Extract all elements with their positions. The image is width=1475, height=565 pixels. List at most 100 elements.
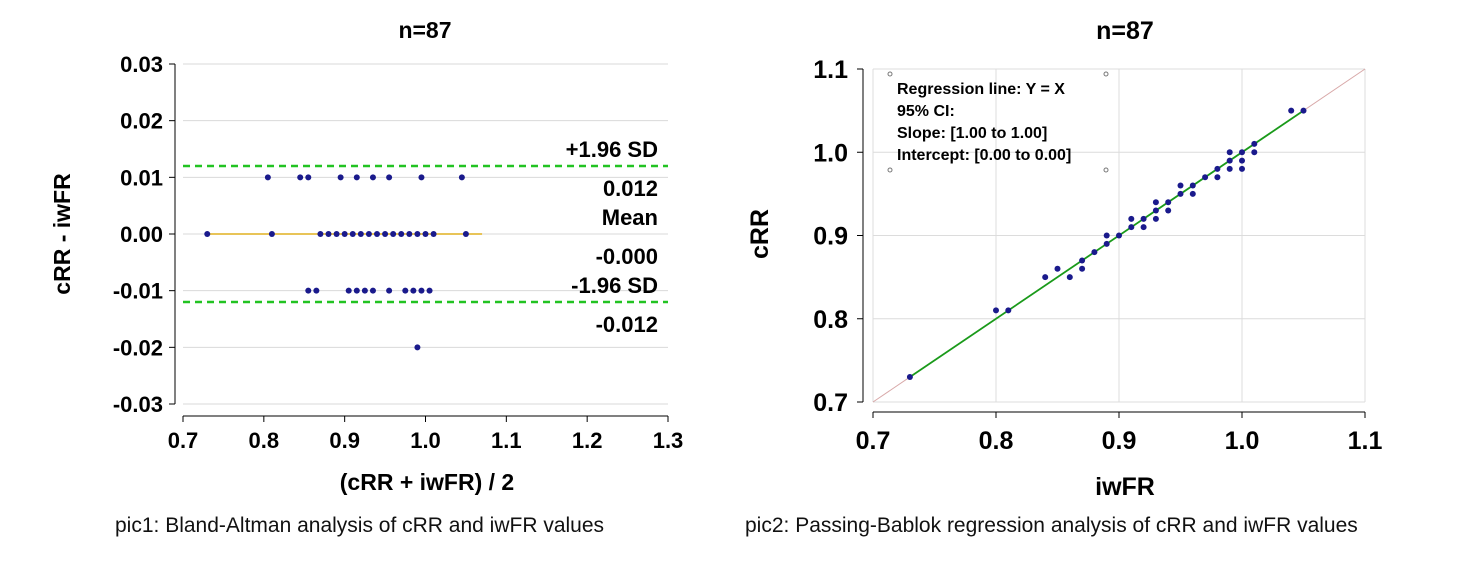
data-point xyxy=(365,231,372,237)
x-tick-label: 0.7 xyxy=(856,427,891,455)
x-tick-label: 0.8 xyxy=(249,428,280,453)
data-point xyxy=(1239,165,1245,172)
data-point xyxy=(414,344,421,351)
data-point xyxy=(204,231,211,237)
data-point xyxy=(1005,307,1012,314)
data-point xyxy=(1079,265,1086,272)
data-point xyxy=(1226,149,1233,156)
data-point xyxy=(1128,224,1135,231)
data-point xyxy=(1251,149,1258,156)
y-tick-label: 0.8 xyxy=(813,306,848,334)
annotation-line: Regression line: Y = X xyxy=(897,81,1065,98)
y-tick-label: 0.00 xyxy=(120,222,163,247)
data-point xyxy=(268,231,275,237)
y-tick-label: 0.03 xyxy=(120,52,163,77)
x-tick-label: 1.1 xyxy=(1348,427,1383,455)
data-point xyxy=(406,231,413,237)
passing-bablok-panel: 1.1 1.0 0.9 0.8 0.7 0.7 0.8 0.9 1.0 1.1 Regression… xyxy=(735,0,1475,565)
reference-value: -0.000 xyxy=(596,244,658,269)
data-point xyxy=(353,287,360,294)
data-point xyxy=(1140,215,1147,222)
passing-bablok-caption: pic2: Passing-Bablok regression analysis… xyxy=(745,514,1358,537)
data-point xyxy=(426,287,433,294)
data-point xyxy=(297,174,304,181)
data-point xyxy=(369,287,376,294)
data-point xyxy=(1214,174,1221,181)
data-point xyxy=(1152,199,1159,206)
x-tick-label: 0.7 xyxy=(168,428,199,453)
data-point xyxy=(313,287,320,294)
annotation-line: Slope: [1.00 to 1.00] xyxy=(897,125,1047,142)
data-point xyxy=(418,174,425,181)
data-point xyxy=(418,287,425,294)
data-point xyxy=(337,174,344,181)
data-point xyxy=(1165,207,1172,214)
data-point xyxy=(361,287,368,294)
chart-title: n=87 xyxy=(398,17,451,43)
data-point xyxy=(1152,207,1159,214)
data-point xyxy=(349,231,356,237)
x-tick-label: 1.0 xyxy=(410,428,441,453)
data-point xyxy=(1042,274,1049,281)
data-point xyxy=(390,231,397,237)
data-point xyxy=(1177,182,1184,189)
data-point xyxy=(1239,157,1245,164)
y-tick-label: 0.01 xyxy=(120,165,163,190)
annotation-handle xyxy=(1103,167,1109,173)
reference-label: -1.96 SD xyxy=(571,273,658,298)
annotation-handle xyxy=(1103,71,1109,77)
data-point xyxy=(1066,274,1073,281)
annotation-line: Intercept: [0.00 to 0.00] xyxy=(897,147,1071,164)
bland-altman-chart: 0.03 0.02 0.01 0.00 -0.01 -0.02 -0.030.7 0.8 0.9… xyxy=(49,17,684,495)
y-tick-label: -0.03 xyxy=(113,392,163,417)
data-point xyxy=(462,231,469,237)
y-tick-label: 1.1 xyxy=(813,56,848,84)
data-point xyxy=(906,374,913,381)
data-point xyxy=(414,231,421,237)
x-axis-label: (cRR + iwFR) / 2 xyxy=(340,469,514,495)
data-point xyxy=(305,174,312,181)
data-point xyxy=(1214,165,1221,172)
y-tick-label: 1.0 xyxy=(813,139,848,167)
data-point xyxy=(1116,232,1122,239)
data-point xyxy=(264,174,271,181)
data-point xyxy=(386,287,393,294)
data-point xyxy=(353,174,360,181)
y-tick-label: -0.01 xyxy=(113,279,163,304)
data-point xyxy=(1202,174,1209,181)
y-axis-label: cRR xyxy=(746,209,774,259)
x-tick-label: 1.3 xyxy=(653,428,684,453)
reference-label: Mean xyxy=(602,205,658,230)
data-point xyxy=(402,287,409,294)
chart-title: n=87 xyxy=(1096,17,1154,45)
y-tick-label: 0.02 xyxy=(120,109,163,134)
data-point xyxy=(357,231,364,237)
data-point xyxy=(1091,249,1098,256)
bland-altman-panel: 0.03 0.02 0.01 0.00 -0.01 -0.02 -0.03 0.7 0.8 0.9… xyxy=(0,0,735,565)
data-point xyxy=(382,231,389,237)
data-point xyxy=(325,231,332,237)
data-point xyxy=(1226,157,1233,164)
data-point xyxy=(1177,190,1184,197)
x-tick-label: 0.9 xyxy=(329,428,360,453)
data-point xyxy=(369,174,376,181)
y-tick-label: -0.02 xyxy=(113,335,163,360)
bland-altman-caption: pic1: Bland-Altman analysis of cRR and i… xyxy=(115,514,605,537)
data-point xyxy=(1226,165,1233,172)
data-point xyxy=(458,174,465,181)
data-point xyxy=(1079,257,1086,264)
data-point xyxy=(333,231,340,237)
data-point xyxy=(1103,232,1110,239)
x-tick-label: 1.0 xyxy=(1225,427,1260,455)
x-tick-label: 1.2 xyxy=(572,428,603,453)
data-point xyxy=(1300,107,1307,114)
data-point xyxy=(1128,215,1135,222)
reference-value: 0.012 xyxy=(603,176,658,201)
passing-bablok-chart: 1.1 1.0 0.9 0.8 0.7 0.7 0.8 0.9 1.0 1.1 Regression… xyxy=(746,17,1383,501)
data-point xyxy=(430,231,437,237)
data-point xyxy=(341,231,348,237)
data-point xyxy=(386,174,393,181)
x-axis-label: iwFR xyxy=(1095,473,1155,501)
data-point xyxy=(305,287,312,294)
data-point xyxy=(1239,149,1245,156)
